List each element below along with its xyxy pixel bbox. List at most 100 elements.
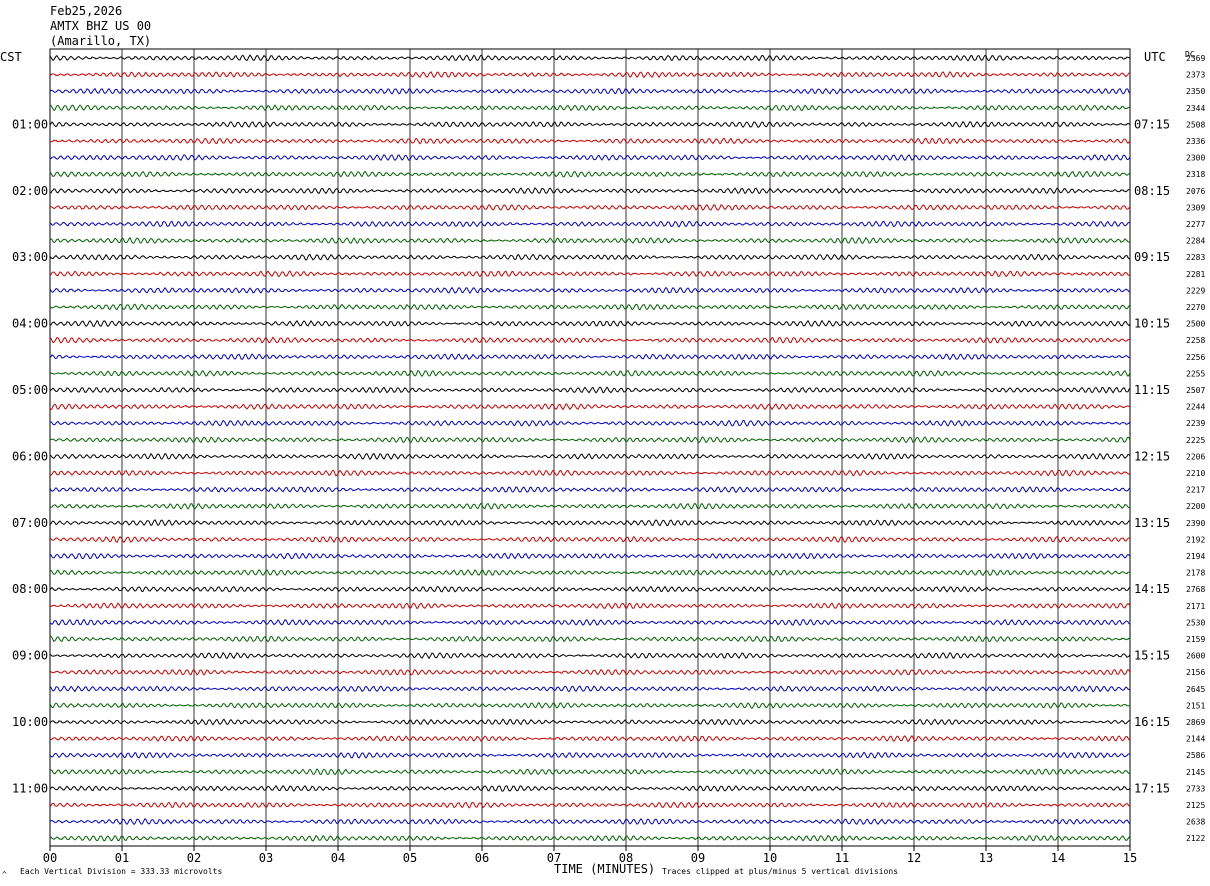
dc-value: 2530 bbox=[1186, 618, 1205, 627]
trace-line bbox=[49, 170, 1131, 178]
dc-value: 2373 bbox=[1186, 71, 1205, 80]
dc-value: 2344 bbox=[1186, 104, 1205, 113]
x-tick-label: 11 bbox=[835, 851, 849, 865]
dc-value: 2239 bbox=[1186, 419, 1205, 428]
dc-value: 2151 bbox=[1186, 701, 1205, 710]
x-tick-label: 03 bbox=[259, 851, 273, 865]
dc-value: 2200 bbox=[1186, 502, 1205, 511]
trace-line bbox=[49, 353, 1131, 361]
cst-hour-label: 04:00 bbox=[12, 317, 48, 331]
dc-value: 2217 bbox=[1186, 486, 1205, 495]
trace-line bbox=[49, 784, 1131, 792]
trace-line bbox=[50, 834, 1131, 842]
cst-hour-label: 03:00 bbox=[12, 250, 48, 264]
trace-line bbox=[49, 585, 1131, 593]
dc-value: 2318 bbox=[1186, 170, 1205, 179]
utc-hour-label: 09:15 bbox=[1134, 250, 1170, 264]
utc-hour-label: 08:15 bbox=[1134, 184, 1170, 198]
x-tick-label: 04 bbox=[331, 851, 345, 865]
trace-line bbox=[49, 303, 1131, 311]
dc-value: 2586 bbox=[1186, 751, 1205, 760]
trace-line bbox=[49, 419, 1131, 427]
plot-date: Feb25,2026 bbox=[50, 4, 123, 18]
trace-line bbox=[49, 635, 1131, 643]
trace-line bbox=[49, 187, 1131, 195]
dc-value: 2508 bbox=[1186, 120, 1205, 129]
dc-value: 2178 bbox=[1186, 569, 1205, 578]
dc-value: 2194 bbox=[1186, 552, 1205, 561]
trace-line bbox=[49, 519, 1131, 527]
x-tick-label: 02 bbox=[187, 851, 201, 865]
trace-line bbox=[49, 751, 1131, 759]
dc-value: 2284 bbox=[1186, 237, 1205, 246]
trace-line bbox=[49, 403, 1131, 411]
dc-value: 2159 bbox=[1186, 635, 1205, 644]
dc-value: 2733 bbox=[1186, 784, 1205, 793]
utc-hour-label: 15:15 bbox=[1134, 649, 1170, 663]
trace-line bbox=[49, 253, 1131, 261]
dc-value: 2645 bbox=[1186, 685, 1205, 694]
dc-value: 2300 bbox=[1186, 154, 1205, 163]
dc-value: 2144 bbox=[1186, 735, 1205, 744]
trace-line bbox=[49, 286, 1131, 294]
cst-hour-label: 10:00 bbox=[12, 715, 48, 729]
x-tick-label: 07 bbox=[547, 851, 561, 865]
x-tick-label: 15 bbox=[1123, 851, 1137, 865]
trace-line bbox=[49, 735, 1131, 743]
utc-hour-label: 11:15 bbox=[1134, 383, 1170, 397]
cst-hour-label: 07:00 bbox=[12, 516, 48, 530]
dc-value: 2500 bbox=[1186, 320, 1205, 329]
utc-hour-label: 17:15 bbox=[1134, 781, 1170, 795]
left-axis-title: CST bbox=[0, 50, 22, 64]
dc-value: 2369 bbox=[1186, 54, 1205, 63]
right-axis-title: UTC bbox=[1144, 50, 1166, 64]
cst-hour-label: 06:00 bbox=[12, 449, 48, 463]
dc-value: 2270 bbox=[1186, 303, 1205, 312]
dc-value: 2210 bbox=[1186, 469, 1205, 478]
dc-value: 2244 bbox=[1186, 403, 1205, 412]
utc-hour-label: 12:15 bbox=[1134, 449, 1170, 463]
dc-title: DC bbox=[1185, 50, 1195, 59]
trace-line bbox=[49, 104, 1131, 112]
trace-line bbox=[49, 651, 1131, 660]
trace-line bbox=[49, 452, 1131, 461]
station-location: (Amarillo, TX) bbox=[50, 34, 152, 48]
dc-value: 2258 bbox=[1186, 336, 1205, 345]
trace-line bbox=[49, 535, 1131, 544]
trace-line bbox=[49, 502, 1131, 510]
dc-value: 2281 bbox=[1186, 270, 1205, 279]
dc-value: 2283 bbox=[1186, 253, 1205, 262]
trace-line bbox=[49, 469, 1131, 477]
trace-line bbox=[49, 768, 1131, 776]
x-tick-label: 00 bbox=[43, 851, 57, 865]
dc-value: 2122 bbox=[1186, 834, 1205, 843]
trace-line bbox=[49, 153, 1131, 161]
trace-line bbox=[49, 702, 1131, 709]
dc-value: 2768 bbox=[1186, 585, 1205, 594]
dc-value: 2638 bbox=[1186, 818, 1205, 827]
trace-line bbox=[49, 569, 1131, 577]
dc-value: 2600 bbox=[1186, 652, 1205, 661]
utc-hour-label: 13:15 bbox=[1134, 516, 1170, 530]
dc-value: 2309 bbox=[1186, 203, 1205, 212]
dc-value: 2336 bbox=[1186, 137, 1205, 146]
x-tick-label: 13 bbox=[979, 851, 993, 865]
trace-line bbox=[49, 801, 1131, 809]
station-code: AMTX BHZ US 00 bbox=[50, 19, 152, 33]
trace-line bbox=[49, 336, 1131, 344]
dc-value: 2229 bbox=[1186, 286, 1205, 295]
trace-line bbox=[49, 54, 1131, 62]
trace-line bbox=[49, 220, 1131, 228]
trace-line bbox=[49, 718, 1131, 726]
trace-line bbox=[49, 137, 1131, 145]
dc-value: 2076 bbox=[1186, 187, 1205, 196]
utc-hour-label: 16:15 bbox=[1134, 715, 1170, 729]
dc-value: 2869 bbox=[1186, 718, 1205, 727]
trace-line bbox=[49, 204, 1131, 211]
cst-hour-label: 02:00 bbox=[12, 184, 48, 198]
trace-line bbox=[49, 817, 1131, 826]
utc-hour-label: 10:15 bbox=[1134, 317, 1170, 331]
corner-mark: ^ bbox=[2, 870, 7, 879]
dc-value: 2255 bbox=[1186, 369, 1205, 378]
